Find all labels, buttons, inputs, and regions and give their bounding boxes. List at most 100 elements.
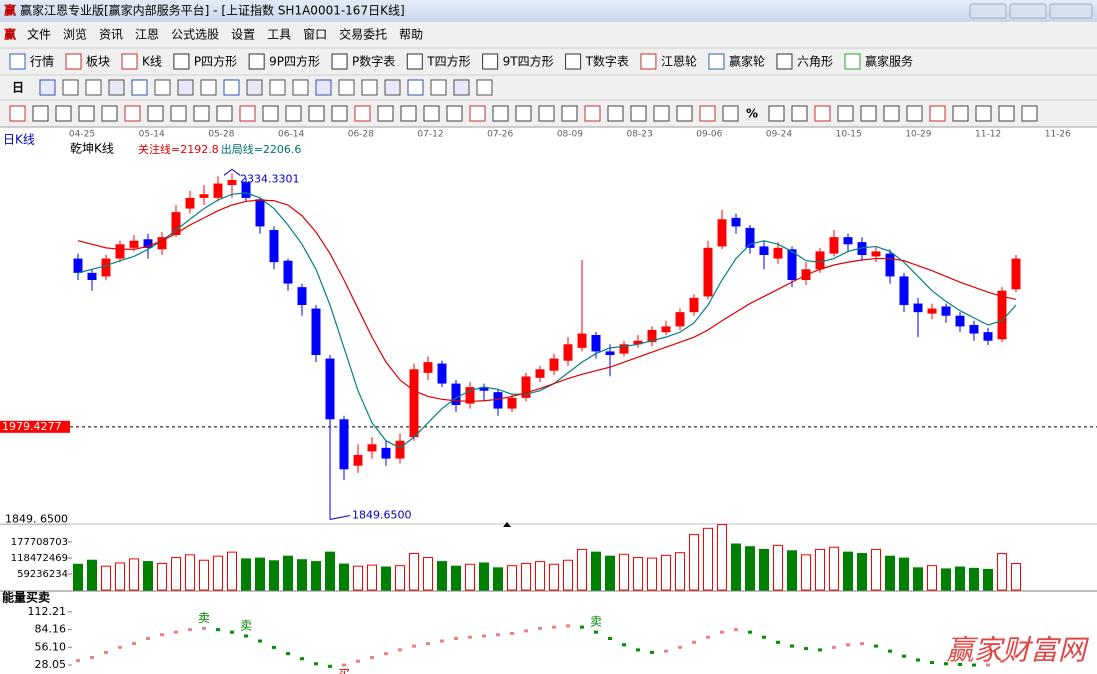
toolbar-icon[interactable] [469, 105, 486, 122]
toolbar-icon[interactable] [430, 79, 447, 96]
window-button[interactable] [1009, 3, 1047, 19]
toolbar-icon[interactable] [844, 53, 861, 70]
toolbar-icon[interactable] [814, 105, 831, 122]
toolbar-icon[interactable] [676, 105, 693, 122]
toolbar-icon[interactable] [292, 79, 309, 96]
toolbar-icon[interactable] [929, 105, 946, 122]
toolbar-button[interactable]: % [746, 107, 758, 121]
toolbar-button[interactable]: P四方形 [194, 54, 237, 69]
toolbar-icon[interactable] [952, 105, 969, 122]
toolbar-icon[interactable] [791, 105, 808, 122]
toolbar-icon[interactable] [1021, 105, 1038, 122]
toolbar-icon[interactable] [584, 105, 601, 122]
toolbar-icon[interactable] [476, 79, 493, 96]
toolbar-icon[interactable] [248, 53, 265, 70]
toolbar-button[interactable]: T四方形 [426, 54, 470, 69]
toolbar-icon[interactable] [315, 79, 332, 96]
toolbar-icon[interactable] [78, 105, 95, 122]
toolbar-icon[interactable] [482, 53, 499, 70]
menu-item[interactable]: 资讯 [99, 28, 123, 42]
toolbar-icon[interactable] [640, 53, 657, 70]
toolbar-icon[interactable] [147, 105, 164, 122]
toolbar-icon[interactable] [515, 105, 532, 122]
toolbar-icon[interactable] [699, 105, 716, 122]
toolbar-icon[interactable] [906, 105, 923, 122]
toolbar-icon[interactable] [722, 105, 739, 122]
toolbar-button[interactable]: 六角形 [797, 55, 833, 69]
toolbar-icon[interactable] [492, 105, 509, 122]
toolbar-icon[interactable] [338, 79, 355, 96]
toolbar-icon[interactable] [406, 53, 423, 70]
toolbar-icon[interactable] [131, 79, 148, 96]
toolbar-icon[interactable] [177, 79, 194, 96]
toolbar-icon[interactable] [561, 105, 578, 122]
toolbar-icon[interactable] [193, 105, 210, 122]
toolbar-icon[interactable] [239, 105, 256, 122]
menu-item[interactable]: 公式选股 [171, 28, 219, 42]
toolbar-icon[interactable] [354, 105, 371, 122]
toolbar-icon[interactable] [216, 105, 233, 122]
toolbar-button[interactable]: 板块 [86, 55, 110, 69]
toolbar-icon[interactable] [607, 105, 624, 122]
toolbar-icon[interactable] [423, 105, 440, 122]
toolbar-button[interactable]: 赢家轮 [729, 54, 765, 69]
toolbar-button[interactable]: T数字表 [585, 54, 629, 69]
toolbar-icon[interactable] [630, 105, 647, 122]
toolbar-icon[interactable] [200, 79, 217, 96]
toolbar-icon[interactable] [9, 53, 26, 70]
toolbar-button[interactable]: 江恩轮 [661, 55, 697, 69]
toolbar-icon[interactable] [384, 79, 401, 96]
menu-item[interactable]: 设置 [231, 28, 255, 42]
toolbar-icon[interactable] [653, 105, 670, 122]
toolbar-button[interactable]: P数字表 [352, 54, 395, 69]
toolbar-icon[interactable] [446, 105, 463, 122]
toolbar-icon[interactable] [708, 53, 725, 70]
toolbar-icon[interactable] [285, 105, 302, 122]
toolbar-icon[interactable] [32, 105, 49, 122]
toolbar-button[interactable]: 赢家服务 [865, 54, 913, 69]
toolbar-icon[interactable] [170, 105, 187, 122]
toolbar-icon[interactable] [975, 105, 992, 122]
menu-item[interactable]: 浏览 [63, 27, 87, 42]
toolbar-icon[interactable] [776, 53, 793, 70]
toolbar-icon[interactable] [453, 79, 470, 96]
menu-item[interactable]: 工具 [267, 28, 291, 42]
toolbar-icon[interactable] [565, 53, 582, 70]
toolbar-icon[interactable] [223, 79, 240, 96]
toolbar-icon[interactable] [9, 105, 26, 122]
toolbar-icon[interactable] [65, 53, 82, 70]
toolbar-icon[interactable] [837, 105, 854, 122]
toolbar-icon[interactable] [998, 105, 1015, 122]
window-button[interactable] [969, 3, 1007, 19]
toolbar-icon[interactable] [246, 79, 263, 96]
toolbar-icon[interactable] [101, 105, 118, 122]
menu-item[interactable]: 交易委托 [339, 27, 387, 42]
toolbar-icon[interactable] [400, 105, 417, 122]
toolbar-button[interactable]: 9T四方形 [503, 54, 554, 69]
toolbar-icon[interactable] [39, 79, 56, 96]
toolbar-icon[interactable] [768, 105, 785, 122]
toolbar-icon[interactable] [331, 105, 348, 122]
toolbar-button[interactable]: 9P四方形 [269, 54, 320, 69]
toolbar-icon[interactable] [308, 105, 325, 122]
toolbar-icon[interactable] [173, 53, 190, 70]
toolbar-icon[interactable] [55, 105, 72, 122]
toolbar-icon[interactable] [407, 79, 424, 96]
menu-item[interactable]: 窗口 [303, 28, 327, 42]
toolbar-icon[interactable] [154, 79, 171, 96]
toolbar-dropdown[interactable]: 日 [12, 81, 24, 95]
window-button[interactable] [1049, 3, 1093, 19]
toolbar-button[interactable]: K线 [142, 55, 162, 69]
menu-item[interactable]: 帮助 [399, 28, 423, 42]
menu-item[interactable]: 江恩 [135, 28, 159, 42]
toolbar-icon[interactable] [331, 53, 348, 70]
toolbar-icon[interactable] [269, 79, 286, 96]
toolbar-icon[interactable] [361, 79, 378, 96]
toolbar-icon[interactable] [85, 79, 102, 96]
toolbar-icon[interactable] [860, 105, 877, 122]
toolbar-icon[interactable] [121, 53, 138, 70]
toolbar-icon[interactable] [124, 105, 141, 122]
toolbar-icon[interactable] [108, 79, 125, 96]
toolbar-icon[interactable] [377, 105, 394, 122]
toolbar-icon[interactable] [538, 105, 555, 122]
